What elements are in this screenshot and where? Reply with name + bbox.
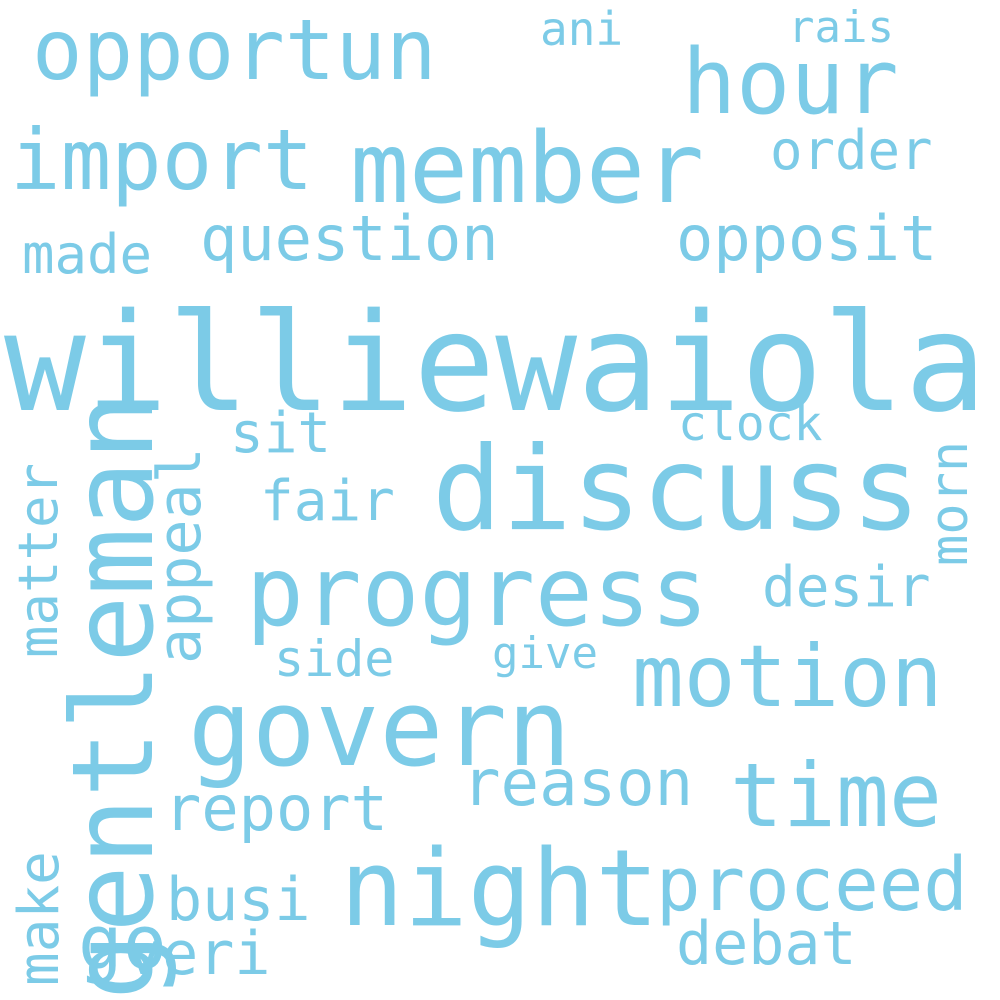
- word-matter: matter: [7, 462, 70, 658]
- word-member: member: [350, 112, 705, 226]
- word-hour: hour: [682, 30, 899, 135]
- word-time: time: [730, 744, 942, 847]
- word-question: question: [200, 202, 499, 275]
- word-busi: busi: [166, 865, 311, 935]
- word-govern: govern: [188, 667, 571, 790]
- word-make: make: [7, 851, 72, 986]
- word-opportun: opportun: [32, 1, 437, 99]
- word-sit: sit: [230, 401, 332, 466]
- word-order: order: [770, 119, 933, 182]
- word-motion: motion: [632, 627, 943, 727]
- word-side: side: [274, 630, 395, 688]
- word-opposit: opposit: [676, 202, 938, 275]
- word-proceed: proceed: [656, 842, 968, 928]
- word-go: go: [78, 900, 168, 986]
- word-reason: reason: [462, 747, 694, 821]
- word-night: night: [340, 827, 660, 950]
- word-progress: progress: [246, 536, 709, 648]
- word-ani: ani: [540, 2, 624, 56]
- word-appeal: appeal: [145, 447, 215, 664]
- word-veri: veri: [126, 919, 271, 989]
- word-report: report: [164, 772, 388, 845]
- word-fair: fair: [260, 469, 395, 534]
- word-morn: morn: [920, 440, 980, 566]
- word-williewaiola: williewaiola: [4, 285, 987, 443]
- word-made: made: [22, 223, 153, 286]
- word-give: give: [492, 628, 598, 679]
- word-discuss: discuss: [432, 422, 921, 557]
- word-import: import: [10, 111, 314, 209]
- word-rais: rais: [788, 2, 894, 53]
- word-debat: debat: [676, 909, 857, 979]
- word-desir: desir: [762, 555, 931, 620]
- word-clock: clock: [678, 396, 823, 452]
